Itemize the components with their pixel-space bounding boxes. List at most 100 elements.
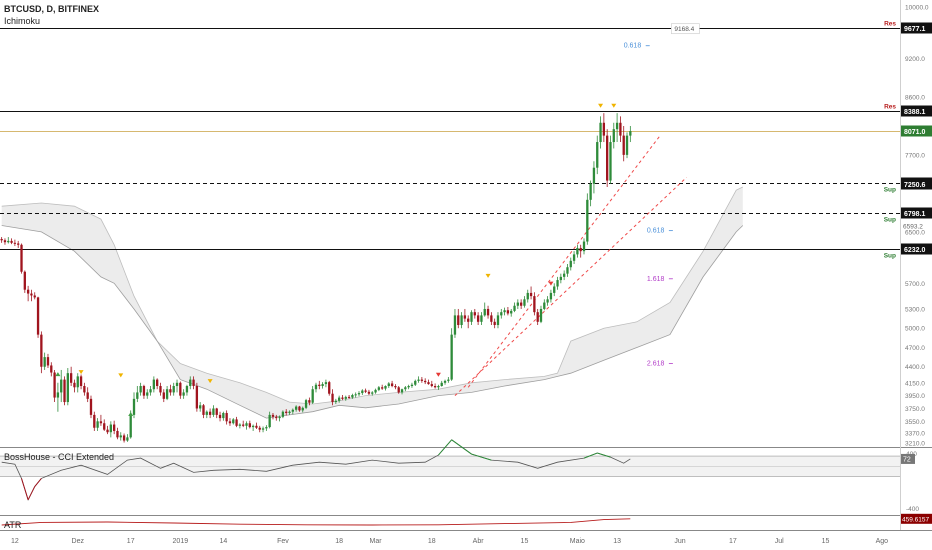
candle <box>258 425 261 433</box>
candle-body <box>13 242 17 244</box>
candle <box>586 193 589 245</box>
candle-body <box>238 424 242 426</box>
candle <box>232 418 235 425</box>
candle-body <box>354 394 357 396</box>
candle-body <box>56 392 60 398</box>
candle-body <box>414 380 417 385</box>
candle <box>33 292 36 300</box>
candle <box>17 240 20 248</box>
candle-body <box>344 396 347 399</box>
candle-body <box>506 310 510 314</box>
candle-body <box>553 286 556 293</box>
candle-body <box>40 334 43 367</box>
time-tick-14: 17 <box>729 538 737 545</box>
candle <box>467 315 470 329</box>
price-tick-2: 8600.0 <box>905 95 925 102</box>
candle <box>486 305 490 319</box>
candle <box>311 386 314 404</box>
candle-body <box>579 247 582 252</box>
level-tag-1: Res <box>884 104 896 111</box>
candle-body <box>589 183 592 200</box>
candle-body <box>119 435 122 438</box>
candle <box>473 308 476 319</box>
candle-body <box>106 429 109 433</box>
candle-body <box>364 390 367 392</box>
cci-panel-title[interactable]: BossHouse - CCI Extended <box>4 452 115 462</box>
candle <box>20 243 23 274</box>
candle-body <box>430 384 433 387</box>
candle-body <box>271 414 275 417</box>
candle-body <box>83 386 86 393</box>
candle <box>513 302 516 313</box>
candle <box>73 379 76 393</box>
candle-body <box>235 419 238 426</box>
candle <box>424 378 427 385</box>
signal-marker-top <box>485 273 491 278</box>
level-price-label-0: 9677.1 <box>904 26 926 33</box>
candle-body <box>443 380 447 383</box>
candle-body <box>86 392 89 399</box>
price-tick-9: 4400.0 <box>905 364 925 371</box>
price-tick-8: 4700.0 <box>905 345 925 352</box>
candle-body <box>33 295 36 298</box>
candle-body <box>308 400 311 403</box>
candle-body <box>126 437 129 441</box>
candle-body <box>347 396 351 398</box>
candle <box>579 244 582 258</box>
candle <box>225 410 228 425</box>
symbol-title[interactable]: BTCUSD, D, BITFINEX <box>4 4 100 14</box>
candle-body <box>562 273 566 277</box>
candle <box>354 392 357 398</box>
candle <box>146 389 149 399</box>
candle-body <box>172 386 175 393</box>
candle-body <box>169 389 172 393</box>
candle <box>341 394 344 401</box>
candle <box>539 305 543 324</box>
candle-body <box>394 386 397 388</box>
candle <box>549 289 553 303</box>
candle <box>367 389 371 395</box>
candle <box>139 382 142 396</box>
time-tick-17: Ago <box>876 538 889 545</box>
candle <box>136 386 139 403</box>
signal-marker-sell <box>548 281 554 286</box>
candle <box>394 384 397 390</box>
candle-body <box>331 393 334 403</box>
candle-body <box>53 372 56 398</box>
atr-value-box <box>901 513 932 524</box>
candle <box>347 394 351 399</box>
candle <box>291 408 294 415</box>
atr-panel-title[interactable]: ATR <box>4 520 22 530</box>
level-tag-0: Res <box>884 21 896 28</box>
cci-tick-1: -400 <box>906 506 919 513</box>
candle <box>165 386 169 401</box>
candle-body <box>109 424 113 433</box>
candle-body <box>513 305 516 311</box>
candle-body <box>543 302 546 309</box>
candle <box>26 285 30 302</box>
candle <box>410 382 414 388</box>
candle <box>493 318 496 329</box>
candle-body <box>519 302 523 306</box>
candle <box>149 386 152 396</box>
candle <box>324 379 328 388</box>
cci-highlight-seg <box>597 452 611 458</box>
candle-body <box>602 122 606 136</box>
candle <box>470 310 473 326</box>
level-price-box-3 <box>901 207 932 219</box>
candle-body <box>261 428 265 430</box>
candle <box>576 244 579 258</box>
signal-marker-top <box>598 103 604 108</box>
candle <box>400 388 404 395</box>
candle-body <box>30 293 33 296</box>
candle <box>40 331 43 374</box>
candle-body <box>596 142 599 168</box>
indicator-title[interactable]: Ichimoku <box>4 16 41 26</box>
candle-body <box>36 297 40 335</box>
candle-body <box>129 414 132 438</box>
candle <box>251 424 255 431</box>
candle <box>66 368 69 406</box>
time-tick-0: 12 <box>11 538 19 545</box>
